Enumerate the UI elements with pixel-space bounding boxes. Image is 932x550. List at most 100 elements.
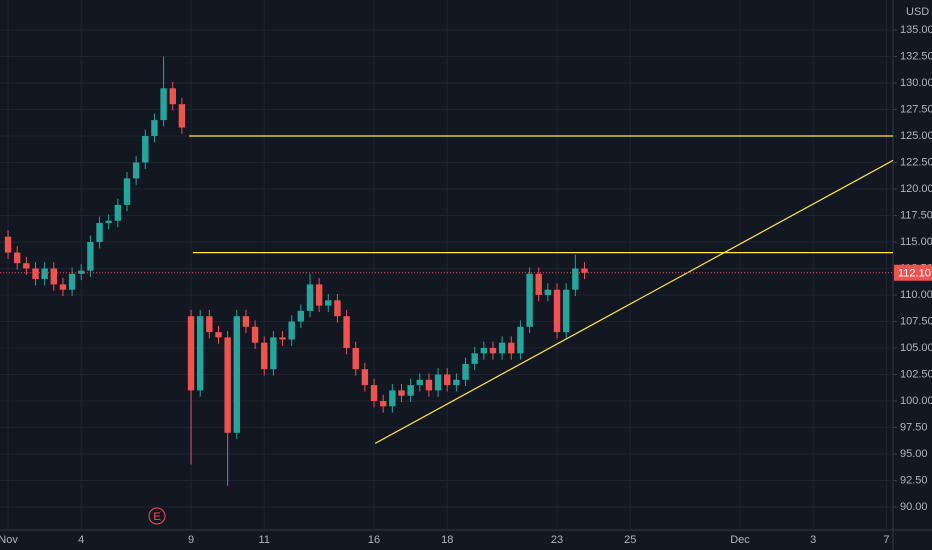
candle-body <box>480 347 488 354</box>
candle-body <box>96 222 103 242</box>
candle-body <box>4 236 12 253</box>
candle-body <box>288 321 295 340</box>
candle-body <box>178 104 186 128</box>
candle-body <box>535 273 542 295</box>
y-tick-label: 120.00 <box>900 183 932 195</box>
candle-body <box>242 316 250 327</box>
candle-body <box>526 273 533 327</box>
candle-body <box>416 379 423 386</box>
x-tick-label: 23 <box>551 534 563 546</box>
candle-body <box>32 268 39 280</box>
candle-body <box>59 284 67 290</box>
x-tick-label: Nov <box>0 534 18 546</box>
candle-body <box>379 400 387 407</box>
candle-body <box>215 332 222 338</box>
candle-body <box>544 289 552 295</box>
candle-body <box>169 88 176 105</box>
candle-body <box>151 120 158 136</box>
candle-body <box>498 342 506 354</box>
candle-body <box>297 310 305 322</box>
candle-body <box>306 284 314 311</box>
candle-body <box>114 204 122 221</box>
x-tick-label: 9 <box>188 534 194 546</box>
candle-body <box>13 252 21 264</box>
x-tick-label: 16 <box>368 534 380 546</box>
candle-body <box>160 88 167 121</box>
candle-body <box>581 268 588 273</box>
y-tick-label: 130.00 <box>900 77 932 89</box>
candle-body <box>196 316 204 391</box>
drawn-line <box>374 159 894 444</box>
candle-body <box>224 337 231 433</box>
candle-body <box>489 347 497 354</box>
x-tick-label: 7 <box>883 534 889 546</box>
y-tick-label: 110.00 <box>900 289 932 301</box>
y-tick-label: 122.50 <box>900 156 932 168</box>
last-price-label: 112.10 <box>898 268 931 280</box>
y-tick-label: 97.50 <box>900 421 928 433</box>
y-tick-label: 125.00 <box>900 130 932 142</box>
y-tick-label: 95.00 <box>900 448 928 460</box>
candle-body <box>407 385 414 396</box>
candle-body <box>453 379 460 386</box>
candle-body <box>517 326 524 354</box>
y-tick-label: 107.50 <box>900 315 932 327</box>
candle-body <box>105 220 112 223</box>
candle-body <box>389 390 396 407</box>
x-tick-label: 25 <box>624 534 636 546</box>
candle-body <box>270 337 277 370</box>
candle-body <box>562 289 570 333</box>
candle-body <box>41 268 48 280</box>
candle-body <box>142 135 149 163</box>
candle-body <box>50 268 58 285</box>
candle-body <box>251 326 259 343</box>
candle-body <box>187 316 195 391</box>
candle-body <box>132 162 140 179</box>
candle-body <box>553 289 561 333</box>
y-tick-label: 132.50 <box>900 50 932 62</box>
candle-body <box>572 268 579 290</box>
y-tick-label: 127.50 <box>900 103 932 115</box>
candle-body <box>261 342 268 370</box>
candle-body <box>398 390 405 396</box>
candle-body <box>233 316 240 433</box>
candle-body <box>123 178 131 205</box>
candle-body <box>444 374 451 386</box>
candle-body <box>23 263 30 269</box>
y-tick-label: 135.00 <box>900 24 932 36</box>
candle-body <box>78 270 85 274</box>
candle-body <box>87 241 94 271</box>
y-tick-label: 105.00 <box>900 342 932 354</box>
candle-body <box>334 300 341 317</box>
candle-body <box>343 316 350 348</box>
candle-body <box>315 284 323 306</box>
y-tick-label: 90.00 <box>900 501 928 513</box>
event-label: E <box>153 511 160 523</box>
y-tick-label: 100.00 <box>900 395 932 407</box>
candle-body <box>425 379 433 391</box>
y-tick-label: 117.50 <box>900 209 932 221</box>
candle-body <box>462 363 469 380</box>
candle-body <box>68 273 76 290</box>
candle-body <box>279 337 286 340</box>
candle-body <box>471 353 478 364</box>
last-price-box <box>894 264 932 281</box>
y-tick-label: 115.00 <box>900 236 932 248</box>
candle-body <box>325 300 332 306</box>
candle-body <box>508 342 515 354</box>
x-tick-label: 3 <box>810 534 816 546</box>
candle-body <box>434 374 442 391</box>
currency-label: USD <box>906 6 929 18</box>
plot-area <box>0 0 894 530</box>
candle-body <box>370 385 378 401</box>
event-marker <box>148 507 166 525</box>
x-tick-label: Dec <box>730 534 750 546</box>
x-tick-label: 11 <box>259 534 270 546</box>
y-tick-label: 102.50 <box>900 368 932 380</box>
y-tick-label: 92.50 <box>900 474 928 486</box>
candle-body <box>352 347 359 370</box>
x-tick-label: 18 <box>441 534 453 546</box>
candle-body <box>206 316 213 333</box>
